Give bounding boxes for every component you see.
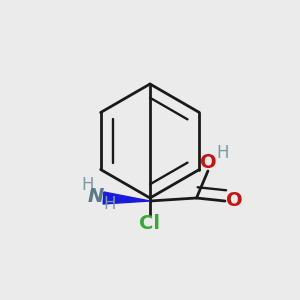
Text: H: H [103, 195, 116, 213]
Text: O: O [200, 153, 216, 172]
Text: Cl: Cl [140, 214, 160, 233]
Text: H: H [217, 144, 229, 162]
Text: N: N [88, 187, 104, 206]
Text: O: O [226, 191, 242, 210]
Polygon shape [103, 192, 150, 204]
Text: H: H [82, 176, 94, 194]
